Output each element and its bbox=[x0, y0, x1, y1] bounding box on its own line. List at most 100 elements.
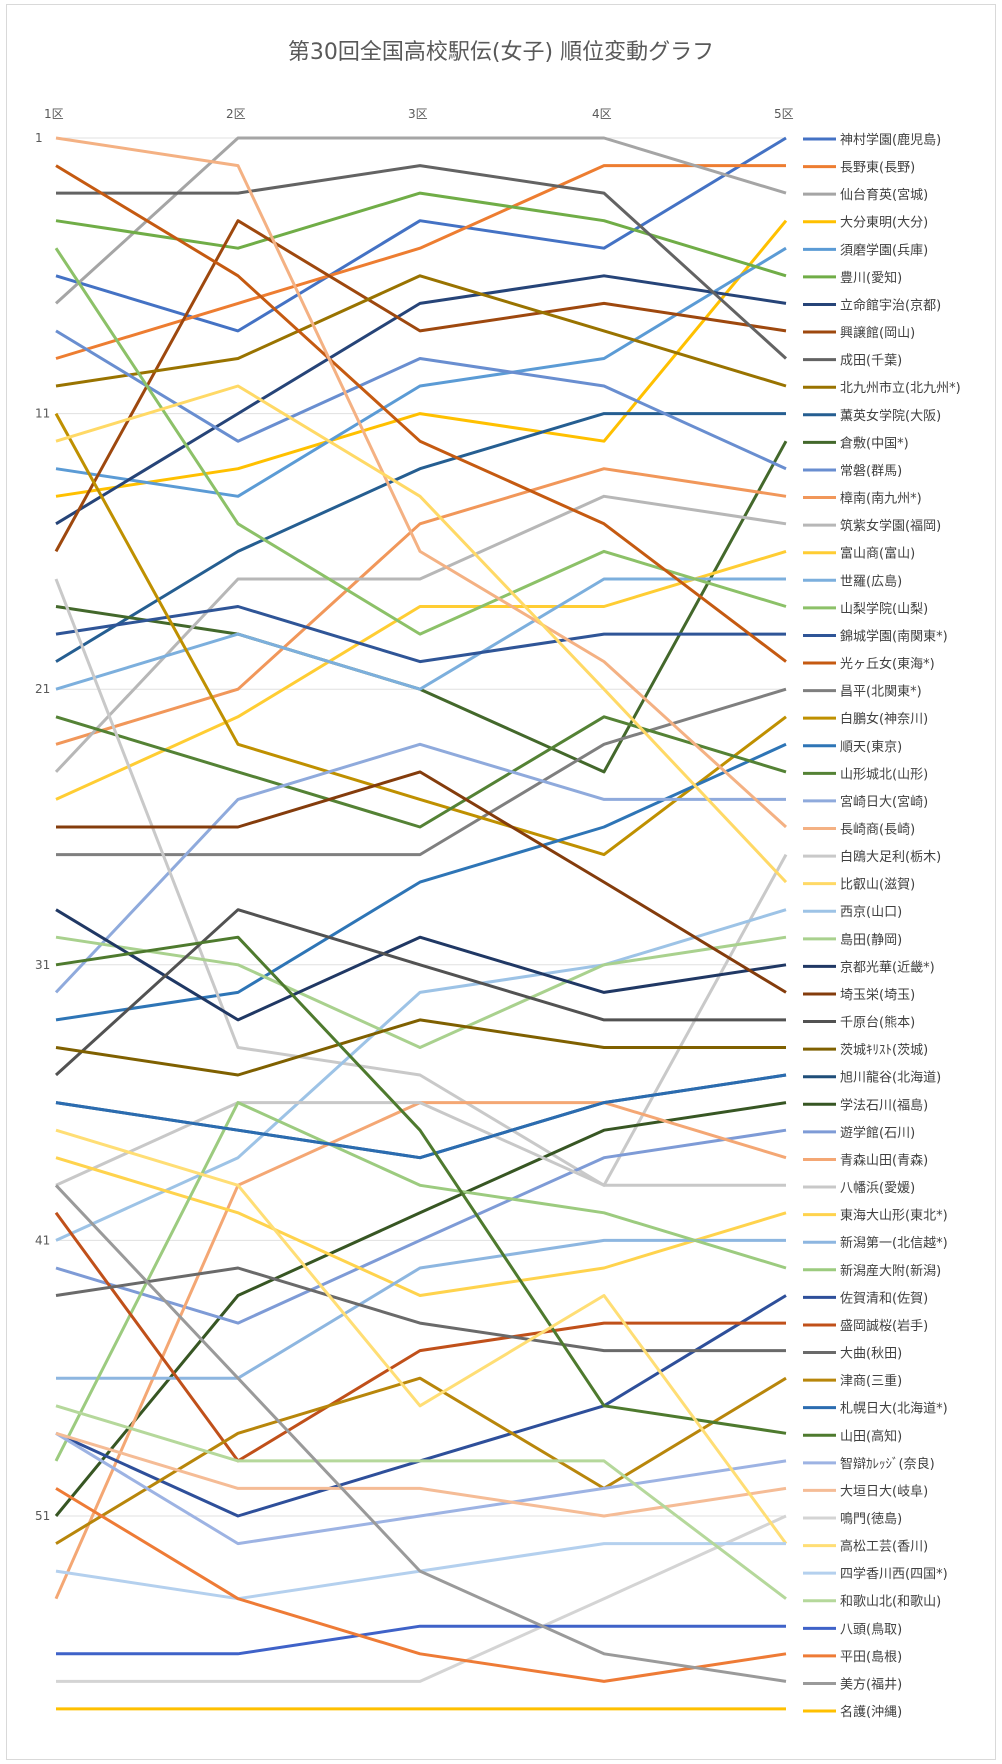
series-line bbox=[55, 246, 787, 498]
legend-label: 山形城北(山形) bbox=[840, 767, 928, 782]
legend-label: 大曲(秋田) bbox=[840, 1347, 902, 1362]
legend-label: 和歌山北(和歌山) bbox=[840, 1595, 941, 1610]
series-line bbox=[54, 742, 786, 994]
series-line bbox=[55, 136, 787, 333]
legend-label: 白鵬女(神奈川) bbox=[840, 711, 928, 727]
series-line bbox=[55, 908, 787, 1242]
legend-label: 筑紫女学園(福岡) bbox=[840, 518, 941, 534]
legend-label: 西京(山口) bbox=[840, 905, 902, 920]
series-line bbox=[54, 412, 787, 857]
series-line bbox=[55, 1156, 787, 1297]
series-line bbox=[56, 770, 787, 994]
legend-label: 白鴎大足利(栃木) bbox=[840, 849, 941, 865]
legend-label: 須磨学園(兵庫) bbox=[840, 242, 928, 258]
legend-label: 豊川(愛知) bbox=[840, 270, 902, 286]
legend-label: 大分東明(大分) bbox=[840, 215, 928, 231]
chart-title: 第30回全国高校駅伝(女子) 順位変動グラフ bbox=[287, 40, 715, 65]
legend-label: 長野東(長野) bbox=[840, 160, 915, 176]
legend-label: 興譲館(岡山) bbox=[840, 325, 915, 341]
legend-label: 昌平(北関東*) bbox=[840, 684, 922, 700]
series-line bbox=[55, 577, 786, 691]
series-line bbox=[55, 935, 787, 1435]
series-line bbox=[55, 136, 788, 829]
series-line bbox=[54, 1184, 787, 1683]
series-line bbox=[56, 1514, 787, 1683]
legend-label: 鳴門(徳島) bbox=[840, 1512, 902, 1527]
series-line bbox=[55, 1404, 787, 1600]
series-line bbox=[55, 384, 788, 884]
series-line bbox=[55, 1018, 786, 1077]
x-tick-label: 2区 bbox=[226, 107, 246, 121]
series-line bbox=[54, 908, 786, 1077]
legend-label: 青森山田(青森) bbox=[840, 1153, 928, 1168]
series-line bbox=[55, 1101, 786, 1187]
series-line bbox=[56, 1238, 786, 1380]
legend-label: 札幌日大(北海道*) bbox=[840, 1401, 948, 1417]
legend-label: 光ヶ丘女(東海*) bbox=[840, 656, 935, 672]
legend-label: 長崎商(長崎) bbox=[840, 823, 915, 838]
legend-label: 盛岡誠桜(岩手) bbox=[840, 1319, 928, 1334]
series-line bbox=[55, 1266, 786, 1353]
legend-label: 佐賀清和(佐賀) bbox=[840, 1291, 928, 1306]
series-line bbox=[54, 1211, 786, 1463]
legend-label: 順天(東京) bbox=[840, 739, 902, 755]
legend-label: 津商(三重) bbox=[840, 1373, 902, 1389]
series-line bbox=[55, 742, 787, 1022]
legend-label: 美方(福井) bbox=[840, 1676, 902, 1692]
legend-label: 千原台(熊本) bbox=[840, 1015, 915, 1031]
legend-label: 学法石川(福島) bbox=[840, 1097, 928, 1113]
legend-label: 仙台育英(宮城) bbox=[840, 187, 928, 203]
x-tick-label: 5区 bbox=[774, 107, 794, 121]
legend-label: 富山商(富山) bbox=[840, 546, 915, 562]
legend-label: 山梨学院(山梨) bbox=[840, 601, 928, 617]
legend-label: 智辯ｶﾚｯｼﾞ(奈良) bbox=[840, 1456, 935, 1472]
legend-label: 京都光華(近畿*) bbox=[840, 960, 935, 975]
legend-label: 四学香川西(四国*) bbox=[840, 1566, 948, 1582]
series-line bbox=[55, 908, 787, 1022]
series-line bbox=[55, 1128, 787, 1325]
legend-label: 世羅(広島) bbox=[840, 574, 902, 589]
series-line bbox=[56, 687, 787, 857]
x-tick-label: 3区 bbox=[408, 107, 428, 121]
legend-label: 薫英女学院(大阪) bbox=[840, 408, 941, 424]
legend-label: 大垣日大(岐阜) bbox=[840, 1483, 928, 1499]
series-line bbox=[55, 219, 788, 498]
legend-label: 八幡浜(愛媛) bbox=[840, 1181, 915, 1196]
legend-label: 埼玉栄(埼玉) bbox=[840, 988, 915, 1003]
legend-label: 東海大山形(東北*) bbox=[840, 1208, 948, 1224]
x-tick-label: 1区 bbox=[44, 107, 64, 121]
series-line bbox=[54, 1101, 787, 1462]
legend-label: 旭川龍谷(北海道) bbox=[840, 1070, 941, 1086]
series-line bbox=[55, 1128, 788, 1545]
legend-label: 山田(高知) bbox=[840, 1428, 902, 1444]
legend-label: 八頭(鳥取) bbox=[840, 1622, 902, 1637]
legend-label: 遊学館(石川) bbox=[840, 1125, 915, 1141]
series-line bbox=[54, 219, 787, 553]
legend-label: 平田(島根) bbox=[840, 1650, 902, 1665]
series-line bbox=[55, 715, 787, 829]
x-tick-label: 4区 bbox=[592, 107, 612, 121]
series-line bbox=[55, 164, 787, 663]
legend-label: 宮崎日大(宮崎) bbox=[840, 794, 928, 810]
legend-label: 茨城ｷﾘｽﾄ(茨城) bbox=[840, 1043, 928, 1058]
legend-label: 比叡山(滋賀) bbox=[840, 878, 915, 893]
series-line bbox=[55, 605, 786, 664]
series-line bbox=[55, 549, 787, 801]
series-line bbox=[55, 274, 787, 526]
legend-label: 新潟第一(北信越*) bbox=[840, 1235, 948, 1251]
series-line bbox=[55, 1432, 787, 1546]
y-tick-label: 11 bbox=[35, 407, 50, 421]
legend-label: 常磐(群馬) bbox=[840, 464, 902, 479]
series-line bbox=[55, 164, 786, 360]
series-line bbox=[55, 935, 787, 1049]
legend-label: 立命館宇治(京都) bbox=[840, 297, 941, 313]
y-tick-label: 1 bbox=[35, 131, 43, 145]
legend-label: 北九州市立(北九州*) bbox=[840, 380, 961, 396]
legend-label: 錦城学園(南関東*) bbox=[840, 628, 948, 644]
series-line bbox=[56, 1624, 786, 1656]
series-line bbox=[55, 1073, 787, 1160]
series-line bbox=[55, 1487, 787, 1683]
series-line bbox=[54, 494, 787, 773]
